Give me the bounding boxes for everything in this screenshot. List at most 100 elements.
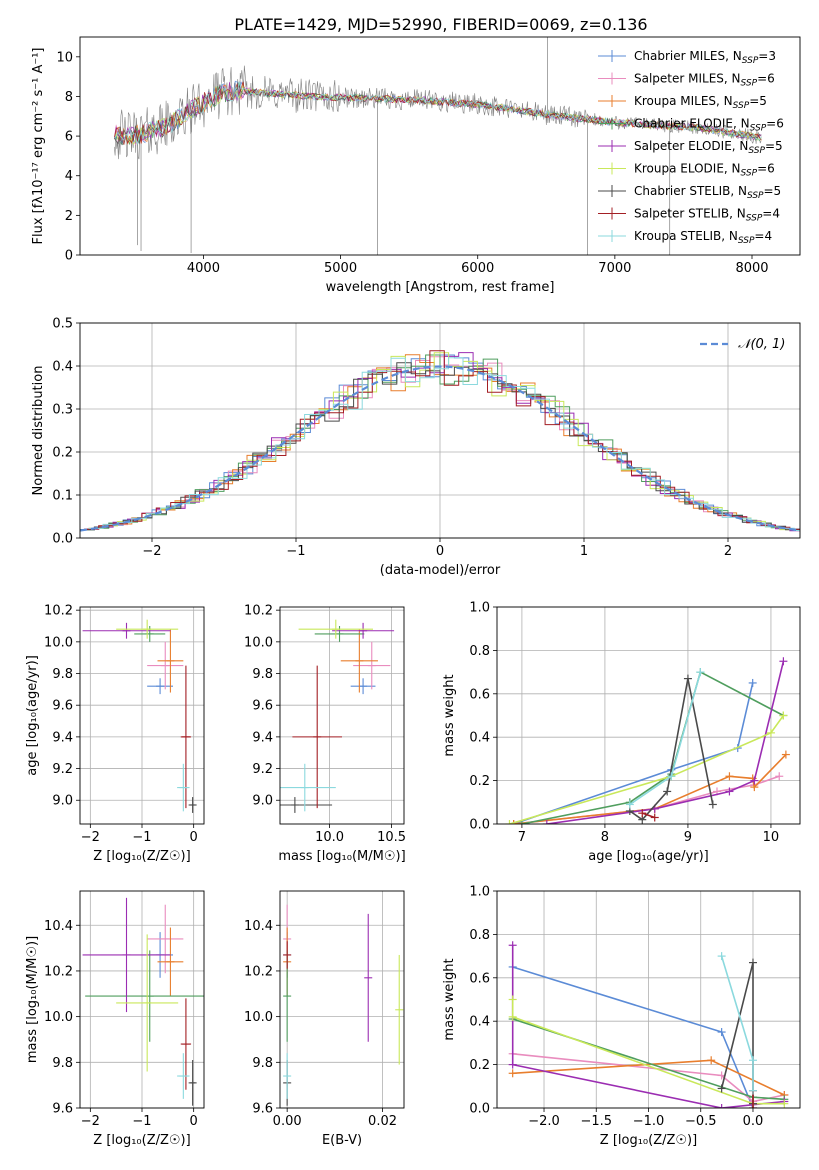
weight-point-kroupa-stelib: [696, 668, 705, 677]
y-tick-label: 0.1: [52, 489, 73, 504]
normal-distribution-curve: [80, 365, 800, 532]
x-tick-label: −2.0: [528, 1114, 560, 1129]
y-tick-label: 9.2: [252, 762, 273, 777]
residual-histogram-chabrier-elodie: [80, 354, 800, 533]
legend-label-chabrier-miles: Chabrier MILES, NSSP=3: [634, 49, 776, 66]
weight-point-salpeter-elodie: [508, 941, 517, 950]
residual-histogram-salpeter-elodie: [84, 352, 800, 532]
x-tick-label: −1: [286, 544, 305, 559]
weight-point-chabrier-miles: [717, 1028, 726, 1037]
weight-point-kroupa-elodie: [779, 711, 788, 720]
x-axis-label: Z [log₁₀(Z/Z☉)]: [600, 1133, 697, 1148]
legend-label-main: Salpeter STELIB, N: [634, 207, 746, 221]
weight-point-kroupa-miles: [508, 1069, 517, 1078]
legend-label-main: Kroupa MILES, N: [634, 94, 733, 108]
errorbar-chabrier-elodie: [85, 950, 204, 1042]
plot-area: [280, 619, 395, 813]
x-tick-label: 2: [724, 544, 732, 559]
mass-vs-metallicity-panel: −2 −1 0 9.6 9.8 10.0 10.2 10.4 Z [log₁₀(Z/Z☉)] ma…: [25, 890, 205, 1148]
y-tick-label: 0.0: [469, 1102, 490, 1117]
weight-point-kroupa-stelib: [625, 800, 634, 809]
x-tick-label: 4000: [187, 261, 220, 276]
y-tick-label: 9.0: [252, 794, 273, 809]
weight-point-salpeter-elodie: [779, 657, 788, 666]
y-tick-label: 4: [65, 169, 73, 184]
legend-label-main: Kroupa STELIB, N: [634, 229, 738, 243]
weight-point-salpeter-stelib: [748, 1104, 757, 1108]
legend-label-tail: =3: [758, 49, 776, 63]
y-tick-label: 0.0: [52, 532, 73, 547]
weight-line-chabrier-elodie: [521, 670, 784, 824]
y-tick-label: 10.2: [44, 604, 73, 619]
weight-vs-metallicity-panel: −2.0 −1.5 −1.0 −0.5 0.0 0.0 0.2 0.4 0.6 0.8 1.0 Z […: [442, 885, 801, 1148]
weight-point-salpeter-miles: [775, 772, 784, 781]
x-tick-label: 0: [190, 1114, 198, 1129]
x-tick-label: 0: [436, 544, 444, 559]
y-tick-label: 0.5: [52, 317, 73, 332]
legend-label-tail: =6: [757, 162, 775, 176]
x-axis-label: mass [log₁₀(M/M☉)]: [278, 849, 405, 864]
y-tick-label: 9.6: [252, 699, 273, 714]
weight-line-chabrier-miles: [512, 966, 754, 1108]
weight-point-kroupa-stelib: [667, 772, 676, 781]
y-axis-label: mass weight: [442, 674, 457, 756]
x-tick-label: 7: [518, 830, 526, 845]
y-tick-label: 9.8: [52, 1056, 73, 1071]
axes: −2 −1 0 9.6 9.8 10.0 10.2 10.4 Z [log₁₀(Z/Z☉)] ma…: [25, 890, 205, 1148]
axes: 0.00 0.02 9.6 9.8 10.0 10.2 10.4 E(B-V): [244, 890, 405, 1148]
errorbar-kroupa-miles: [157, 927, 184, 997]
errorbar-kroupa-stelib: [280, 763, 336, 812]
y-tick-label: 9.8: [252, 1056, 273, 1071]
age-vs-metallicity-panel: −2 −1 0 9.0 9.2 9.4 9.6 9.8 10.0 10.2 Z [log₁₀(Z/Z…: [25, 604, 205, 864]
y-tick-label: 10.0: [244, 1010, 273, 1025]
plot-area: [113, 37, 762, 255]
errorbar-salpeter-miles: [353, 641, 391, 690]
grid-lines: [80, 891, 204, 1109]
y-tick-label: 9.6: [52, 1102, 73, 1117]
y-tick-label: 9.0: [52, 794, 73, 809]
weight-point-chabrier-miles: [748, 678, 757, 687]
x-tick-label: 10: [763, 830, 780, 845]
errorbar-salpeter-elodie: [82, 897, 171, 1013]
y-tick-label: 9.8: [252, 667, 273, 682]
legend-label-normal: 𝒩(0, 1): [738, 337, 785, 352]
y-tick-label: 10.2: [44, 964, 73, 979]
errorbar-salpeter-elodie: [82, 622, 171, 639]
legend-label-tail: =4: [762, 207, 780, 221]
axes-frame: [79, 322, 801, 539]
y-tick-label: 0.3: [52, 403, 73, 418]
legend-label-main: Chabrier ELODIE, N: [634, 117, 750, 131]
model-line-salpeter-stelib: [113, 81, 762, 145]
errorbar-kroupa-stelib: [283, 1053, 292, 1099]
x-tick-label: −2: [142, 544, 161, 559]
y-axis-label: Normed distribution: [31, 366, 46, 496]
spectrum-data-line: [114, 65, 762, 160]
weight-point-salpeter-elodie: [725, 787, 734, 796]
legend-label-subscript: SSP: [747, 191, 764, 201]
weight-point-salpeter-stelib: [638, 809, 647, 818]
weight-point-chabrier-stelib: [663, 787, 672, 796]
legend-label-tail: =5: [764, 184, 782, 198]
y-tick-label: 10.0: [44, 1010, 73, 1025]
errorbar-salpeter-elodie: [332, 622, 395, 639]
x-axis-label: Z [log₁₀(Z/Z☉)]: [93, 849, 190, 864]
axes-frame: [496, 890, 801, 1109]
y-axis-label: mass [log₁₀(M/M☉)]: [25, 936, 40, 1063]
legend-label-subscript: SSP: [748, 146, 765, 156]
model-line-chabrier-stelib: [114, 84, 762, 145]
legend-label-kroupa-stelib: Kroupa STELIB, NSSP=4: [634, 229, 772, 246]
x-tick-label: −0.5: [685, 1114, 717, 1129]
legend-label-main: Salpeter ELODIE, N: [634, 139, 748, 153]
y-tick-label: 9.8: [52, 667, 73, 682]
y-tick-label: 10.2: [244, 964, 273, 979]
model-line-chabrier-elodie: [114, 81, 762, 146]
y-tick-label: 1.0: [469, 601, 490, 616]
weight-line-chabrier-stelib: [720, 962, 754, 1104]
grid-lines: [497, 890, 800, 1109]
legend-label-subscript: SSP: [738, 236, 755, 246]
y-tick-label: 2: [65, 209, 73, 224]
weight-point-kroupa-elodie: [766, 728, 775, 737]
figure-title: PLATE=1429, MJD=52990, FIBERID=0069, z=0…: [234, 15, 647, 34]
weight-point-chabrier-elodie: [517, 820, 526, 824]
